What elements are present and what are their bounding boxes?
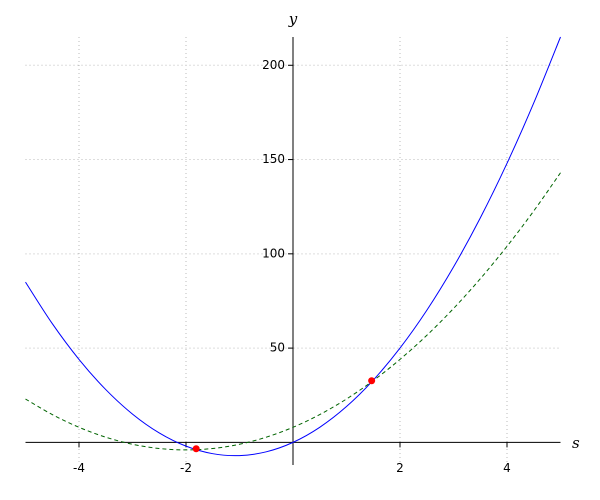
intersection-point [192,445,200,453]
x-tick-label: -4 [73,461,85,475]
y-tick-label: 100 [262,246,285,260]
x-axis-label: s [572,434,580,452]
intersection-point [368,377,376,385]
y-axis-label: y [288,10,298,28]
y-tick-label: 200 [262,58,285,72]
y-tick-label: 50 [270,341,285,355]
x-tick-label: 4 [503,461,511,475]
x-tick-label: 2 [396,461,404,475]
y-tick-label: 150 [262,152,285,166]
curve [25,172,561,451]
x-tick-label: -2 [180,461,192,475]
curve [25,36,561,457]
